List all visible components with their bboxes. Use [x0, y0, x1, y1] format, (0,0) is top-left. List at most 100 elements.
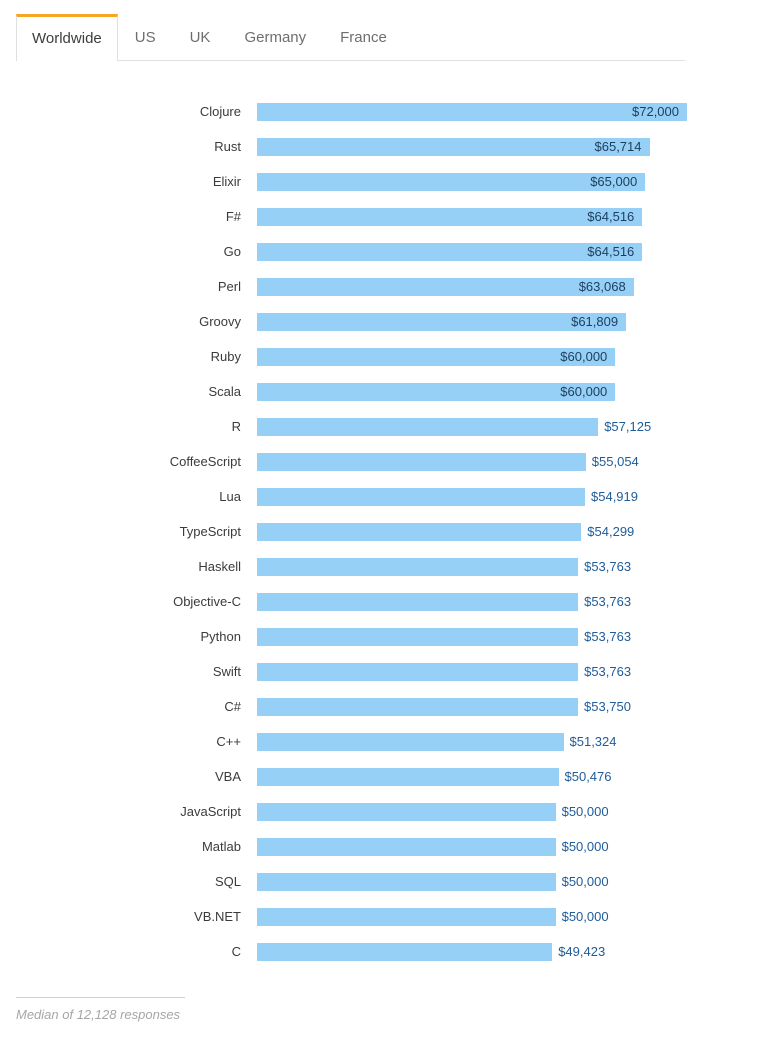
value-label: $54,299: [587, 523, 635, 539]
bar-track: $57,125: [257, 417, 687, 436]
value-label: $50,000: [561, 873, 609, 889]
bar-matlab[interactable]: [257, 837, 556, 856]
category-label: C: [231, 944, 241, 959]
value-label: $49,423: [558, 943, 606, 959]
bar-track: $54,919: [257, 487, 687, 506]
bar-groovy[interactable]: $61,809: [257, 312, 627, 331]
bar-go[interactable]: $64,516: [257, 242, 643, 261]
value-label: $50,000: [561, 838, 609, 854]
value-label: $60,000: [560, 348, 608, 364]
bar-track: $53,763: [257, 557, 687, 576]
category-label: Ruby: [210, 349, 241, 364]
chart-row: SQL $50,000: [0, 864, 766, 899]
bar-swift[interactable]: [257, 662, 579, 681]
bar-perl[interactable]: $63,068: [257, 277, 634, 296]
bar-r[interactable]: [257, 417, 599, 436]
value-label: $50,000: [561, 803, 609, 819]
tab-label: US: [134, 29, 156, 46]
bar-ruby[interactable]: $60,000: [257, 347, 616, 366]
value-label: $55,054: [591, 453, 639, 469]
bar-track: $50,000: [257, 872, 687, 891]
bar-sql[interactable]: [257, 872, 556, 891]
category-label: F#: [225, 209, 241, 224]
chart-row: Groovy $61,809: [0, 304, 766, 339]
value-label: $65,000: [590, 173, 638, 189]
chart-row: Swift $53,763: [0, 654, 766, 689]
category-label: Perl: [217, 279, 241, 294]
category-label: Matlab: [201, 839, 241, 854]
category-label: Objective-C: [173, 594, 241, 609]
bar-python[interactable]: [257, 627, 579, 646]
bar-track: $63,068: [257, 277, 687, 296]
value-label: $72,000: [632, 103, 679, 119]
bar-track: $53,763: [257, 662, 687, 681]
chart-row: C $49,423: [0, 934, 766, 969]
value-label: $57,125: [604, 418, 652, 434]
chart-row: CoffeeScript $55,054: [0, 444, 766, 479]
bar-track: $64,516: [257, 242, 687, 261]
category-label: TypeScript: [179, 524, 241, 539]
chart-row: VB.NET $50,000: [0, 899, 766, 934]
tab-us[interactable]: US: [118, 16, 173, 60]
chart-row: F# $64,516: [0, 199, 766, 234]
bar-c-[interactable]: [257, 697, 578, 716]
category-label: Scala: [208, 384, 241, 399]
value-label: $51,324: [569, 733, 617, 749]
bar-track: $49,423: [257, 942, 687, 961]
chart-row: C++ $51,324: [0, 724, 766, 759]
bar-coffeescript[interactable]: [257, 452, 586, 471]
chart-row: R $57,125: [0, 409, 766, 444]
bar-track: $64,516: [257, 207, 687, 226]
bar-clojure[interactable]: $72,000: [257, 102, 687, 121]
value-label: $53,750: [584, 698, 631, 714]
bar-c[interactable]: [257, 942, 553, 961]
bar-track: $54,299: [257, 522, 687, 541]
category-label: CoffeeScript: [169, 454, 241, 469]
chart-row: Haskell $53,763: [0, 549, 766, 584]
bar-track: $53,763: [257, 627, 687, 646]
tab-label: Germany: [244, 29, 307, 46]
bar-objective-c[interactable]: [257, 592, 579, 611]
tab-label: Worldwide: [32, 30, 102, 47]
bar-typescript[interactable]: [257, 522, 582, 541]
chart-row: Clojure $72,000: [0, 94, 766, 129]
tab-worldwide[interactable]: Worldwide: [16, 14, 118, 61]
value-label: $63,068: [578, 278, 626, 294]
bar-track: $65,000: [257, 172, 687, 191]
bar-c-[interactable]: [257, 732, 564, 751]
bar-track: $50,000: [257, 907, 687, 926]
bar-haskell[interactable]: [257, 557, 579, 576]
bar-lua[interactable]: [257, 487, 585, 506]
bar-elixir[interactable]: $65,000: [257, 172, 646, 191]
bar-vba[interactable]: [257, 767, 559, 786]
bar-rust[interactable]: $65,714: [257, 137, 650, 156]
bar-javascript[interactable]: [257, 802, 556, 821]
chart-row: Perl $63,068: [0, 269, 766, 304]
value-label: $53,763: [584, 628, 632, 644]
bar-track: $50,000: [257, 802, 687, 821]
tab-uk[interactable]: UK: [173, 16, 228, 60]
value-label: $50,000: [561, 908, 609, 924]
value-label: $60,000: [560, 383, 608, 399]
bar-track: $53,763: [257, 592, 687, 611]
bar-track: $72,000: [257, 102, 687, 121]
category-label: R: [231, 419, 241, 434]
bar-vb-net[interactable]: [257, 907, 556, 926]
value-label: $65,714: [594, 138, 642, 154]
bar-track: $50,000: [257, 837, 687, 856]
tab-france[interactable]: France: [323, 16, 404, 60]
bar-track: $53,750: [257, 697, 687, 716]
category-label: C#: [224, 699, 241, 714]
category-label: C++: [216, 734, 241, 749]
tab-bar: Worldwide US UK Germany France: [16, 14, 685, 61]
bar-f-[interactable]: $64,516: [257, 207, 643, 226]
bar-scala[interactable]: $60,000: [257, 382, 616, 401]
tab-germany[interactable]: Germany: [227, 16, 323, 60]
category-label: Groovy: [199, 314, 241, 329]
category-label: Swift: [212, 664, 241, 679]
bar-track: $61,809: [257, 312, 687, 331]
value-label: $50,476: [564, 768, 612, 784]
category-label: Go: [223, 244, 241, 259]
chart-row: Python $53,763: [0, 619, 766, 654]
category-label: VB.NET: [194, 909, 241, 924]
